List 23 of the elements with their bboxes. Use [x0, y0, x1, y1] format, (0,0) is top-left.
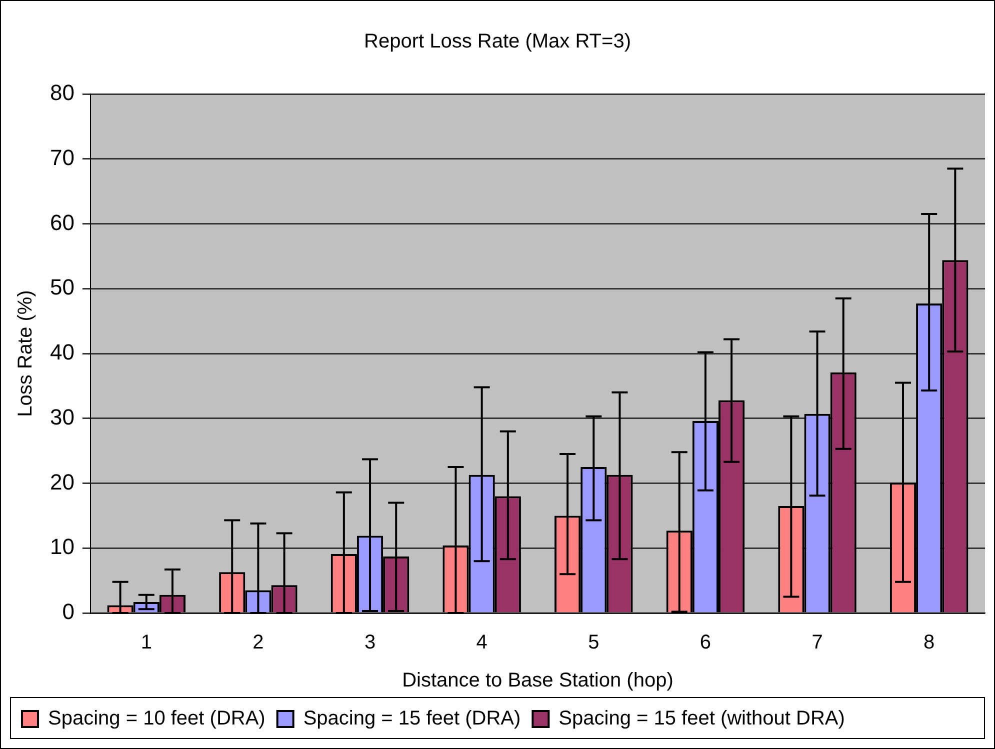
y-tick-label: 20	[50, 469, 74, 494]
x-tick-label: 5	[588, 632, 600, 654]
x-tick-label: 1	[140, 632, 152, 654]
x-tick-label: 4	[476, 632, 488, 654]
y-tick-label: 0	[62, 599, 74, 624]
y-tick-label: 60	[50, 210, 74, 235]
y-tick-label: 80	[50, 80, 74, 106]
y-tick-label: 70	[50, 144, 74, 170]
legend-label: Spacing = 15 feet (DRA)	[303, 708, 521, 730]
y-tick-label: 40	[50, 340, 74, 365]
y-tick-label: 10	[50, 534, 74, 560]
x-tick-label: 6	[700, 632, 712, 654]
y-tick-label: 50	[50, 274, 74, 300]
legend-label: Spacing = 15 feet (without DRA)	[558, 708, 845, 730]
y-tick-label: 30	[50, 404, 74, 430]
x-tick-label: 2	[252, 632, 264, 654]
x-axis-title: Distance to Base Station (hop)	[402, 670, 674, 692]
x-tick-label: 7	[812, 632, 823, 654]
legend-label: Spacing = 10 feet (DRA)	[48, 708, 266, 730]
y-axis-title: Loss Rate (%)	[14, 290, 37, 417]
x-tick-label: 8	[924, 632, 935, 654]
x-tick-label: 3	[364, 632, 376, 654]
chart-title: Report Loss Rate (Max RT=3)	[364, 30, 631, 53]
